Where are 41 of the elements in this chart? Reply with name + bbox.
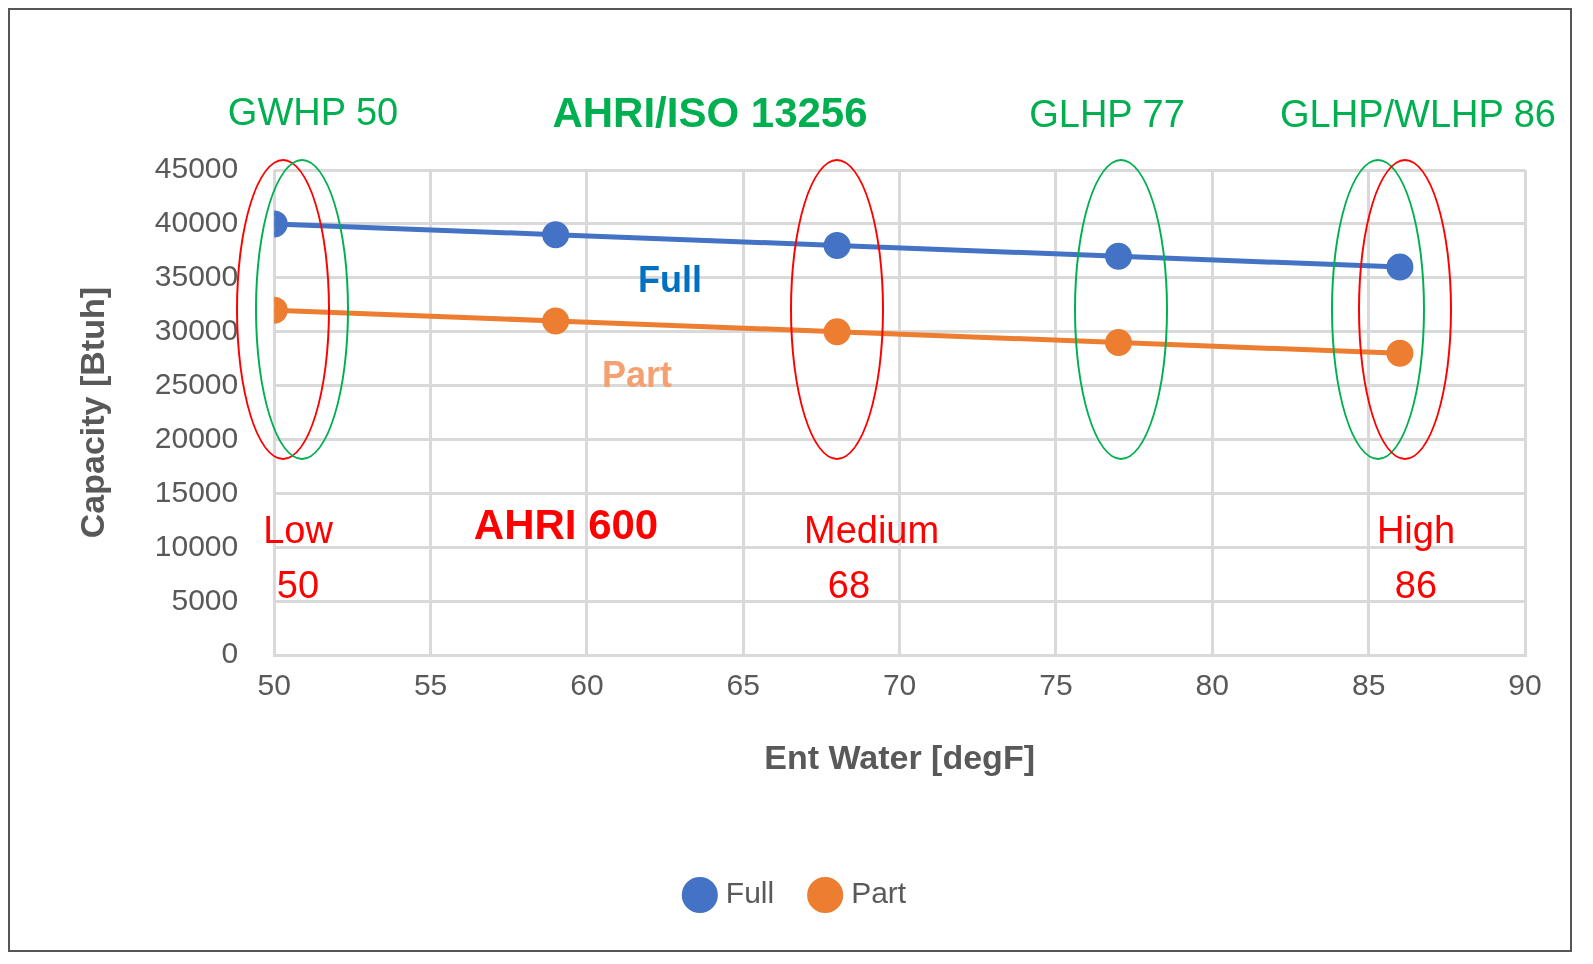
point xyxy=(1105,329,1132,357)
annotation: AHRI 600 xyxy=(473,499,659,550)
y-tick-label: 35000 xyxy=(154,259,239,293)
point xyxy=(823,318,851,346)
legend-label: Full xyxy=(725,876,775,910)
x-tick-label: 50 xyxy=(257,668,291,702)
x-tick-label: 80 xyxy=(1195,668,1229,702)
x-tick-label: 75 xyxy=(1039,668,1073,702)
y-tick-label: 10000 xyxy=(154,528,239,562)
point xyxy=(1386,253,1414,281)
text: AHRI/ISO 13256 xyxy=(552,87,868,138)
x-tick-label: 70 xyxy=(882,668,917,702)
text: GLHP 77 xyxy=(1029,92,1185,138)
y-tick-label: 25000 xyxy=(154,366,239,400)
point xyxy=(1386,339,1414,367)
point xyxy=(823,231,851,259)
annotation: High 86 xyxy=(1375,507,1457,608)
annotation: Part xyxy=(601,352,673,397)
text: GWHP 50 xyxy=(227,90,399,136)
y-tick-label: 15000 xyxy=(154,474,239,508)
y-tick-label: 20000 xyxy=(154,420,239,454)
x-tick-label: 60 xyxy=(570,668,604,702)
x-tick-label: 90 xyxy=(1508,668,1542,702)
x-axis-title: Ent Water [degF] xyxy=(764,737,1035,776)
y-tick-label: 5000 xyxy=(171,582,239,616)
x-tick-label: 85 xyxy=(1351,668,1386,702)
point xyxy=(542,307,570,335)
y-tick-label: 45000 xyxy=(154,151,239,185)
text: GLHP/WLHP 86 xyxy=(1280,92,1556,138)
annotation: Medium 68 xyxy=(804,507,940,608)
x-tick-label: 65 xyxy=(726,668,760,702)
y-axis-title: Capacity [Btuh] xyxy=(72,286,111,539)
x-tick-label: 55 xyxy=(413,668,448,702)
y-tick-label: 40000 xyxy=(154,205,239,239)
annotation: Full xyxy=(638,257,702,302)
annotation: Low 50 xyxy=(262,507,334,608)
legend-label: Part xyxy=(851,876,907,910)
y-tick-label: 0 xyxy=(221,636,239,670)
y-tick-label: 30000 xyxy=(154,313,239,346)
point xyxy=(542,221,570,249)
point xyxy=(1105,242,1132,270)
